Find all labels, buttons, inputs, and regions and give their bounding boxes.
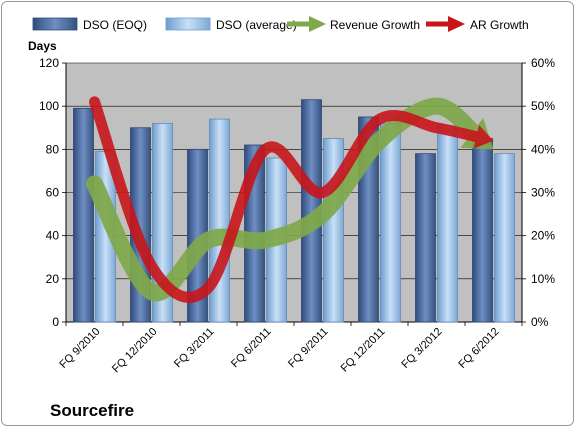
- line-ar-growth-arrowhead: [473, 125, 494, 149]
- legend-label-dso-eoq: DSO (EOQ): [83, 18, 147, 32]
- x-tick-label: FQ 3/2011: [172, 326, 217, 371]
- legend-label-ar-growth: AR Growth: [470, 18, 529, 32]
- bar-dso-average: [209, 118, 230, 323]
- legend-label-revenue-growth: Revenue Growth: [330, 18, 420, 32]
- line-revenue-growth-path: [86, 97, 487, 302]
- company-name: Sourcefire: [50, 401, 134, 420]
- legend-arrow-ar-growth: [426, 16, 465, 32]
- bar-dso-average: [494, 153, 515, 323]
- right-tick-label: 60%: [531, 56, 555, 70]
- legend-arrow-revenue-growth: [287, 16, 326, 32]
- left-tick-label: 120: [39, 56, 59, 70]
- right-tick-label: 20%: [531, 229, 555, 243]
- right-tick-label: 40%: [531, 142, 555, 156]
- bar-dso-eoq: [472, 138, 493, 323]
- y-axis-title: Days: [28, 39, 57, 53]
- left-tick-label: 0: [52, 315, 59, 329]
- right-axis-ticks: 0% 10% 20% 30% 40% 50% 60%: [522, 56, 555, 329]
- right-tick-label: 50%: [531, 99, 555, 113]
- category-labels: FQ 9/2010 FQ 12/2010 FQ 3/2011 FQ 6/2011 FQ …: [57, 326, 501, 376]
- right-tick-label: 0%: [531, 315, 549, 329]
- x-tick-label: FQ 12/2011: [339, 326, 388, 375]
- legend-label-dso-average: DSO (average): [216, 18, 297, 32]
- right-tick-label: 10%: [531, 272, 555, 286]
- line-ar-growth: [89, 96, 494, 303]
- left-tick-label: 80: [46, 142, 60, 156]
- bar-dso-eoq: [415, 153, 436, 323]
- x-tick-label: FQ 9/2011: [286, 326, 331, 371]
- legend: DSO (EOQ) DSO (average) Revenue Growth A…: [32, 16, 529, 32]
- x-tick-label: FQ 3/2012: [399, 326, 444, 371]
- x-tick-label: FQ 6/2012: [456, 326, 501, 371]
- left-tick-label: 60: [46, 186, 60, 200]
- legend-swatch-dso-average: [165, 17, 211, 31]
- legend-swatch-dso-eoq: [32, 17, 78, 31]
- left-tick-label: 20: [46, 272, 60, 286]
- x-tick-label: FQ 6/2011: [229, 326, 274, 371]
- left-axis-ticks: 0 20 40 60 80 100 120: [39, 56, 66, 329]
- growth-lines: [86, 96, 494, 303]
- bar-dso-average: [437, 125, 458, 323]
- x-tick-label: FQ 12/2010: [110, 326, 160, 376]
- line-ar-growth-path: [89, 96, 487, 303]
- bar-dso-eoq: [73, 107, 94, 323]
- x-tick-label: FQ 9/2010: [57, 326, 102, 371]
- left-tick-label: 40: [46, 229, 60, 243]
- left-tick-label: 100: [39, 99, 59, 113]
- right-tick-label: 30%: [531, 186, 555, 200]
- bar-dso-average: [380, 123, 401, 323]
